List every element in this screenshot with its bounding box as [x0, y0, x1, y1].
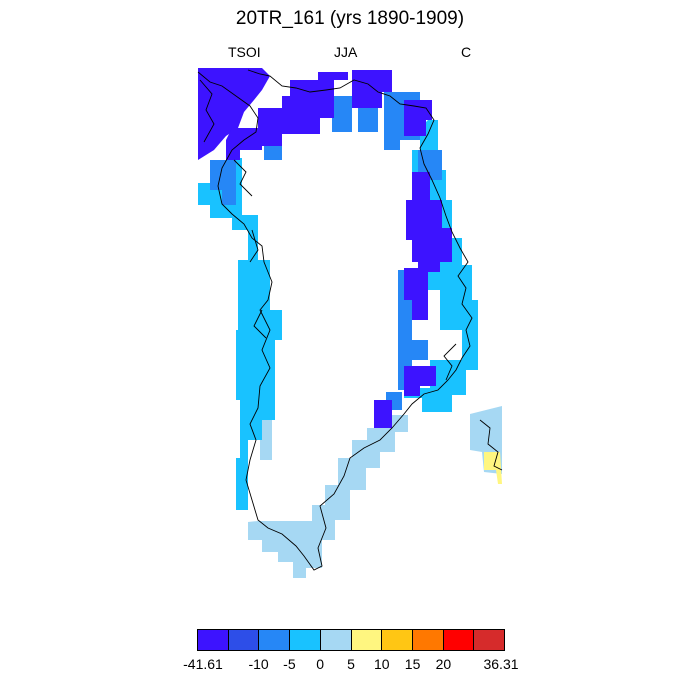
- colorbar-tick-label: 36.31: [483, 656, 519, 672]
- colorbar-box: [198, 630, 229, 650]
- colorbar-tick-label: -5: [283, 656, 296, 672]
- coastline: [197, 69, 503, 571]
- colorbar-box: [474, 630, 505, 650]
- colorbar-box: [228, 630, 260, 650]
- colorbar-tick-label: 15: [404, 656, 421, 672]
- colorbar: [197, 629, 505, 651]
- colorbar-tick-label: 5: [347, 656, 355, 672]
- colorbar-tick-label: 10: [374, 656, 390, 672]
- units-label: C: [461, 44, 472, 60]
- variable-label: TSOI: [228, 44, 261, 60]
- colorbar-box: [320, 630, 352, 650]
- colorbar-box: [351, 630, 383, 650]
- season-label: JJA: [334, 44, 358, 60]
- plot-title: 20TR_161 (yrs 1890-1909): [235, 8, 465, 29]
- colorbar-box: [382, 630, 413, 650]
- colorbar-box: [290, 630, 321, 650]
- colorbar-tick-label: 0: [316, 656, 325, 672]
- colorbar-tick-label: -41.61: [183, 656, 223, 672]
- colorbar-box: [259, 630, 291, 650]
- colorbar-tick-label: 20: [435, 656, 452, 672]
- map-cells-yellow: [484, 452, 502, 484]
- colorbar-box: [412, 630, 444, 650]
- map-cells-light-blue: [248, 406, 502, 578]
- colorbar-tick-label: -10: [248, 656, 269, 672]
- colorbar-box: [443, 630, 475, 650]
- map-cells-deep-purple: [198, 68, 452, 428]
